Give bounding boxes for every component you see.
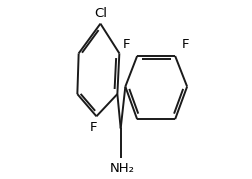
Text: NH₂: NH₂: [109, 162, 134, 175]
Text: F: F: [89, 121, 97, 134]
Text: Cl: Cl: [93, 7, 107, 20]
Text: F: F: [181, 38, 188, 51]
Text: F: F: [122, 38, 130, 51]
